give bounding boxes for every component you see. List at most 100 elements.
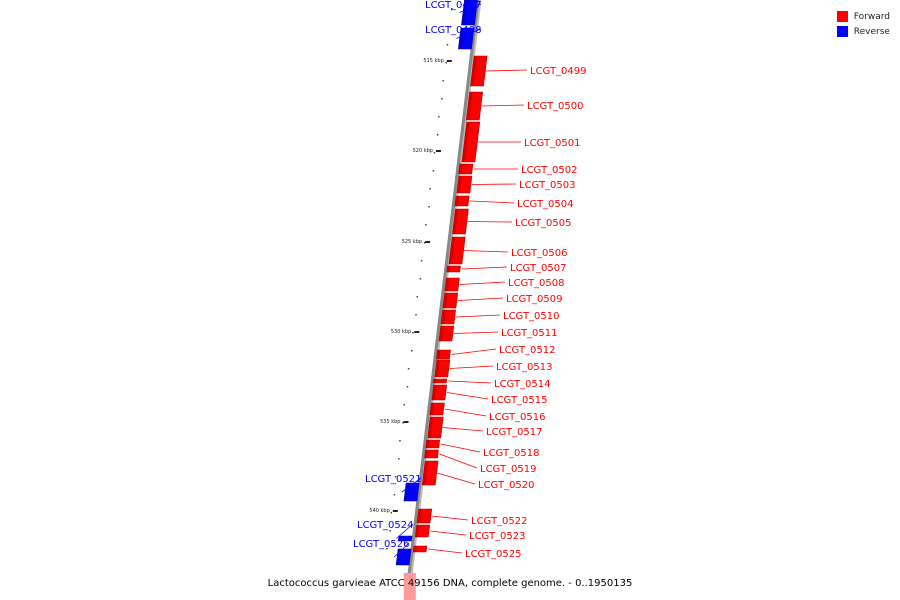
gene-label-lcgt-0522[interactable]: LCGT_0522 [471,516,528,527]
gene-label-lcgt-0512[interactable]: LCGT_0512 [499,345,556,356]
gene-shade [424,450,429,458]
gene-leader-line [456,28,482,39]
reverse-swatch [836,26,848,37]
kbp-tick-label: 535 kbp [380,419,400,425]
minor-tick [398,458,400,460]
gene-shade [470,56,478,86]
legend-label-reverse: Reverse [853,26,890,37]
gene-shade [458,164,463,174]
gene-leader-line [459,281,506,285]
major-tick [436,150,441,152]
gene-label-lcgt-0514[interactable]: LCGT_0514 [494,379,551,390]
minor-tick [416,296,418,298]
gene-label-lcgt-0500[interactable]: LCGT_0500 [527,101,584,112]
minor-tick [429,188,431,190]
gene-shade [458,28,464,49]
gene-label-lcgt-0501[interactable]: LCGT_0501 [524,138,581,149]
gene-label-lcgt-0505[interactable]: LCGT_0505 [515,218,572,229]
gene-label-lcgt-0521[interactable]: LCGT_0521 [365,474,422,485]
gene-shade [448,237,456,264]
gene-leader-line [481,104,525,107]
gene-shade [427,417,434,438]
minor-tick [432,170,435,172]
gene-shade [398,536,402,541]
gene-label-lcgt-0520[interactable]: LCGT_0520 [478,480,535,491]
gene-label-lcgt-0525[interactable]: LCGT_0525 [465,549,522,560]
gene-label-lcgt-0497[interactable]: LCGT_0497 [425,0,482,11]
gene-label-lcgt-0503[interactable]: LCGT_0503 [519,180,576,191]
gene-features [395,0,488,566]
gene-leader-line [430,530,467,536]
genome-caption: Lactococcus garvieae ATCC 49156 DNA, com… [267,578,633,589]
gene-shade [422,461,429,485]
gene-label-lcgt-0506[interactable]: LCGT_0506 [511,248,568,259]
minor-tick [451,8,453,10]
minor-tick [406,386,409,388]
gene-label-lcgt-0526[interactable]: LCGT_0526 [353,539,410,550]
gene-label-lcgt-0519[interactable]: LCGT_0519 [480,464,537,475]
gene-label-lcgt-0511[interactable]: LCGT_0511 [501,328,558,339]
legend-label-forward: Forward [853,11,890,22]
gene-shade [415,525,420,537]
backbone-line [404,0,480,600]
gene-label-lcgt-0502[interactable]: LCGT_0502 [521,165,578,176]
gene-feature-lcgt-0514[interactable] [432,378,448,384]
gene-leader-line [401,477,422,493]
gene-leader-line [440,443,481,453]
strand-legend: Forward Reverse [836,9,890,39]
minor-tick [449,26,452,28]
minor-tick [436,134,439,136]
major-tick [446,60,452,62]
gene-labels: LCGT_0497 LCGT_0498 LCGT_0499 LCGT_0500 LCGT… [353,0,587,560]
gene-label-lcgt-0515[interactable]: LCGT_0515 [491,395,548,406]
gene-label-lcgt-0510[interactable]: LCGT_0510 [503,311,560,322]
gene-label-lcgt-0513[interactable]: LCGT_0513 [496,362,553,373]
gene-label-lcgt-0507[interactable]: LCGT_0507 [510,263,567,274]
gene-label-lcgt-0518[interactable]: LCGT_0518 [483,448,540,459]
gene-leader-line [451,348,497,355]
gene-label-lcgt-0504[interactable]: LCGT_0504 [517,199,574,210]
gene-label-lcgt-0516[interactable]: LCGT_0516 [489,412,546,423]
minor-tick [386,548,388,550]
gene-shade [396,549,402,565]
gene-leader-line [485,69,528,72]
minor-tick [425,224,427,226]
minor-tick [390,512,393,514]
kbp-tick-label: 525 kbp [402,239,422,245]
minor-tick [393,494,396,496]
gene-shade [431,385,437,400]
kbp-tick-label: 515 kbp [423,58,443,64]
minor-tick [441,98,443,100]
gene-label-lcgt-0523[interactable]: LCGT_0523 [469,531,526,542]
forward-swatch [836,11,848,22]
minor-tick [415,314,417,316]
gene-label-lcgt-0517[interactable]: LCGT_0517 [486,427,543,438]
kbp-scale: 515 kbp 520 kbp 525 kbp 530 kbp 535 kbp 540 k… [369,8,453,550]
gene-shade [434,360,440,377]
gene-shade [452,209,459,234]
genome-backbone [403,0,482,600]
gene-label-lcgt-0499[interactable]: LCGT_0499 [530,66,587,77]
gene-leader-line [457,297,504,301]
gene-leader-line [459,3,482,13]
gene-shade [456,176,462,193]
gene-label-lcgt-0509[interactable]: LCGT_0509 [506,294,563,305]
major-tick [403,421,409,423]
gene-shade [440,310,446,324]
gene-shade [461,122,470,162]
gene-shade [444,278,450,291]
gene-shade [461,0,468,25]
gene-shade [442,293,448,308]
gene-leader-line [442,427,484,432]
minor-tick [407,368,410,370]
minor-tick [442,80,444,82]
minor-tick [389,530,391,532]
minor-tick [428,206,430,208]
minor-tick [445,62,448,64]
gene-label-lcgt-0508[interactable]: LCGT_0508 [508,278,565,289]
gene-label-lcgt-0498[interactable]: LCGT_0498 [425,25,482,36]
gene-leader-line [455,314,501,318]
gene-leader-line [453,331,499,334]
gene-label-lcgt-0524[interactable]: LCGT_0524 [357,520,414,531]
